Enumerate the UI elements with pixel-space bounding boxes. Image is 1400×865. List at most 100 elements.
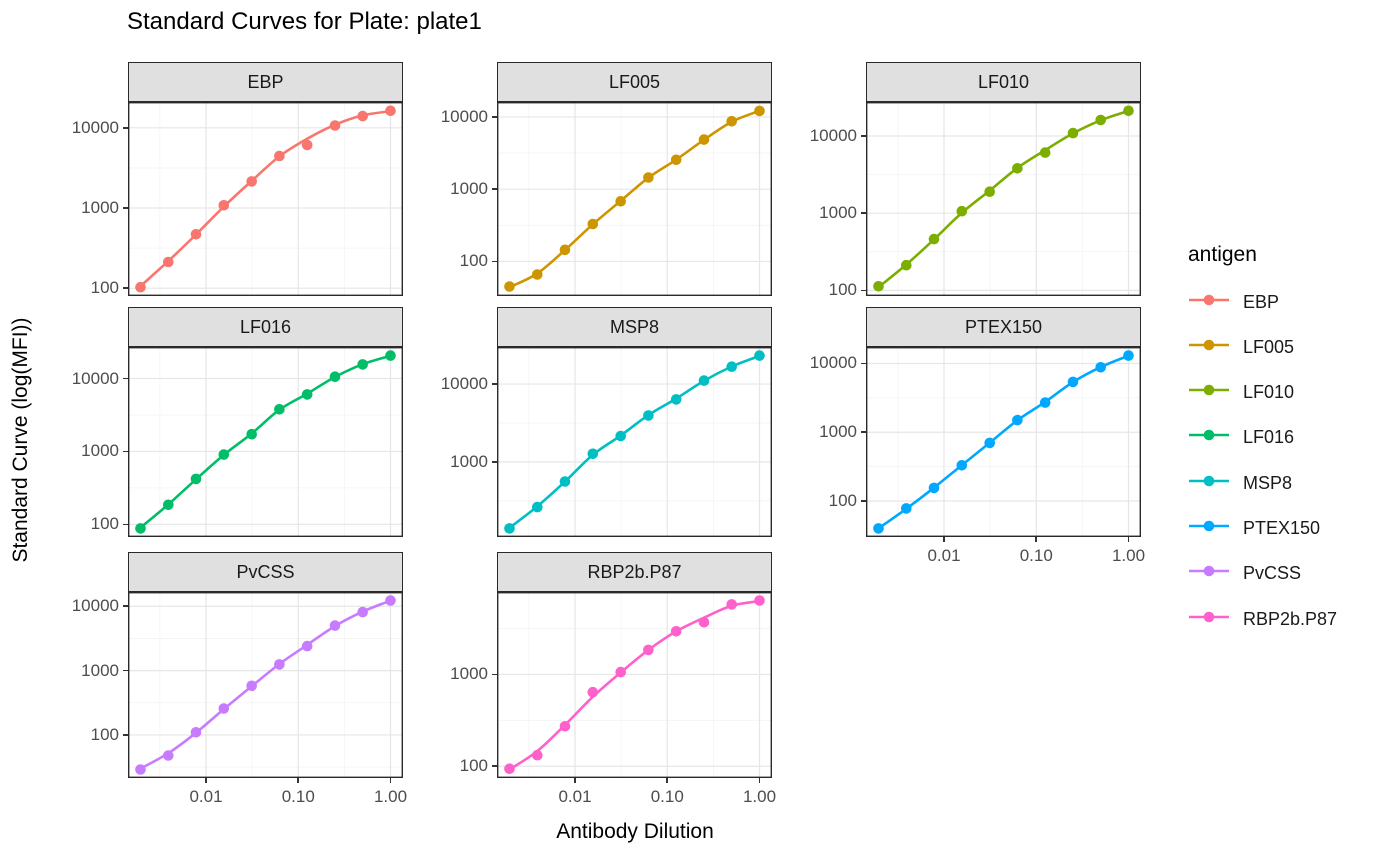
x-tick-label-ptex150: 0.01 [927, 546, 961, 565]
point-lf016-8 [357, 359, 368, 370]
legend-title: antigen [1188, 243, 1257, 266]
facet-panel-ebp [127, 101, 404, 297]
facet-strip-ebp: EBP [128, 62, 403, 102]
point-rbp2b-p87-5 [643, 644, 654, 656]
y-tick-label-lf005: 10000 [440, 106, 488, 126]
x-axis-title: Antibody Dilution [556, 820, 714, 843]
y-axis-title: Standard Curve (log(MFI)) [9, 317, 32, 563]
point-ebp-3 [218, 200, 230, 211]
y-tick-label-ptex150: 100 [828, 490, 857, 510]
y-tick-label-lf010: 100 [828, 280, 857, 300]
y-tick-mark-ptex150 [861, 500, 866, 502]
y-tick-label-lf016: 100 [90, 514, 119, 534]
y-tick-label-msp8: 1000 [450, 451, 488, 471]
point-lf016-5 [274, 404, 285, 415]
x-tick-label-rbp2b-p87: 0.01 [558, 787, 592, 806]
legend-entry-msp8: MSP8 [1188, 461, 1292, 505]
y-tick-label-rbp2b-p87: 1000 [450, 664, 488, 684]
point-lf010-4 [984, 186, 995, 197]
facet-strip-label-rbp2b-p87: RBP2b.P87 [587, 561, 682, 582]
legend-key-lf005 [1188, 336, 1230, 359]
fit-line-pvcss [139, 599, 392, 770]
facet-svg-lf016 [127, 346, 404, 538]
facet-svg-pvcss [127, 591, 404, 779]
y-tick-mark-lf016 [123, 377, 128, 380]
point-lf005-3 [587, 218, 599, 230]
legend-entry-rbp2b-p87: RBP2b.P87 [1188, 597, 1337, 641]
facet-strip-label-lf005: LF005 [608, 71, 661, 92]
point-pvcss-3 [218, 703, 230, 714]
plot-title: Standard Curves for Plate: plate1 [127, 8, 482, 35]
facet-strip-label-ebp: EBP [247, 71, 284, 92]
point-msp8-3 [587, 448, 599, 460]
y-tick-mark-msp8 [492, 383, 497, 385]
facet-strip-label-pvcss: PvCSS [236, 561, 295, 582]
y-tick-mark-ebp [123, 127, 128, 129]
facet-panel-rbp2b-p87 [496, 591, 773, 779]
point-lf010-9 [1123, 105, 1134, 117]
point-msp8-5 [643, 410, 654, 421]
legend-key-lf016 [1188, 426, 1230, 449]
legend-label-lf010: LF010 [1243, 382, 1295, 403]
y-tick-label-lf010: 10000 [809, 126, 857, 145]
point-ebp-1 [163, 256, 174, 268]
point-lf005-8 [726, 116, 737, 127]
x-tick-label-ptex150: 0.10 [1019, 546, 1053, 565]
point-lf016-2 [190, 473, 202, 485]
point-ptex150-1 [901, 503, 912, 514]
point-ptex150-4 [984, 437, 995, 449]
point-lf010-6 [1039, 147, 1051, 158]
facet-strip-lf005: LF005 [497, 62, 772, 102]
x-tick-mark-ptex150 [943, 537, 945, 542]
facet-panel-lf005 [496, 101, 773, 297]
facet-svg-lf010 [865, 101, 1142, 297]
point-lf016-4 [246, 428, 257, 440]
x-tick-mark-pvcss [389, 778, 392, 783]
point-rbp2b-p87-6 [670, 626, 682, 637]
y-tick-mark-ptex150 [861, 431, 866, 433]
y-tick-label-ebp: 100 [90, 278, 119, 298]
point-lf010-5 [1012, 163, 1023, 174]
point-lf016-7 [329, 371, 341, 382]
point-msp8-8 [726, 361, 737, 372]
point-msp8-7 [698, 375, 710, 386]
point-rbp2b-p87-9 [754, 595, 765, 606]
legend-entry-lf016: LF016 [1188, 416, 1294, 460]
point-ebp-5 [274, 150, 285, 162]
point-ebp-4 [246, 176, 257, 187]
point-lf005-6 [670, 154, 682, 166]
point-lf010-8 [1095, 114, 1106, 126]
y-tick-label-ptex150: 1000 [819, 422, 857, 442]
x-tick-label-ptex150: 1.00 [1111, 546, 1146, 565]
fit-line-lf010 [877, 109, 1130, 289]
y-tick-mark-msp8 [492, 461, 497, 463]
fit-line-ebp [139, 109, 392, 288]
point-rbp2b-p87-7 [698, 617, 710, 628]
facet-strip-ptex150: PTEX150 [866, 307, 1141, 347]
point-ebp-9 [385, 105, 396, 117]
point-rbp2b-p87-3 [587, 686, 599, 698]
fit-line-lf005 [508, 109, 761, 289]
facet-panel-lf016 [127, 346, 404, 538]
facet-strip-pvcss: PvCSS [128, 552, 403, 592]
y-tick-mark-rbp2b-p87 [492, 673, 497, 676]
fit-line-lf016 [139, 354, 392, 529]
y-tick-mark-lf010 [861, 289, 866, 292]
y-tick-mark-rbp2b-p87 [492, 765, 497, 767]
point-pvcss-5 [274, 659, 285, 670]
y-tick-label-lf010: 1000 [819, 203, 857, 223]
x-tick-label-pvcss: 0.01 [189, 787, 223, 806]
y-tick-mark-lf010 [861, 212, 866, 214]
point-pvcss-8 [357, 606, 368, 618]
facet-panel-lf010 [865, 101, 1142, 297]
legend-label-rbp2b-p87: RBP2b.P87 [1243, 608, 1338, 629]
y-tick-mark-ebp [123, 287, 128, 289]
point-ptex150-2 [928, 482, 940, 494]
x-tick-mark-rbp2b-p87 [666, 778, 668, 783]
y-tick-mark-lf010 [861, 135, 866, 137]
fit-line-msp8 [508, 354, 761, 530]
point-ptex150-8 [1095, 362, 1106, 373]
point-msp8-9 [754, 350, 765, 361]
y-tick-mark-lf005 [492, 260, 497, 263]
